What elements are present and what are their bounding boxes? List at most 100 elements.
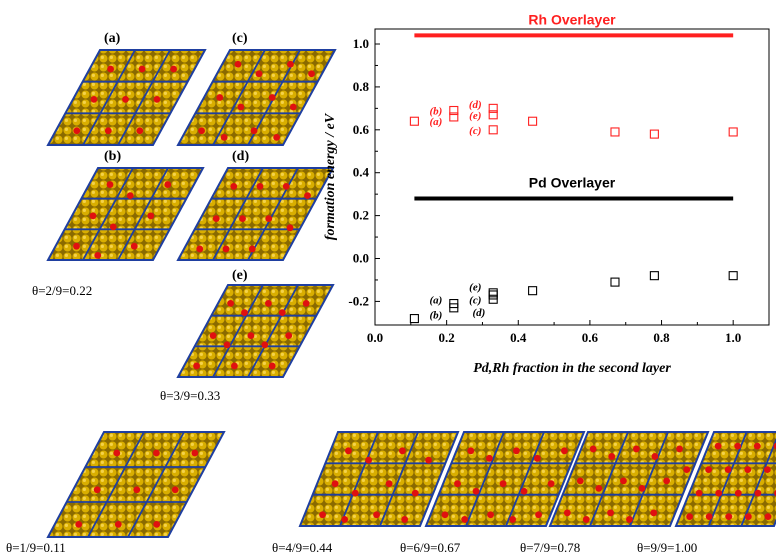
point-annotation: (a) [429, 116, 442, 128]
cell-boundary [127, 431, 185, 538]
cell-boundary [117, 167, 169, 261]
dopant-atom [626, 516, 633, 523]
y-tick-label: 1.0 [353, 36, 369, 51]
rh-point [488, 110, 498, 120]
dopant-atom [547, 480, 555, 488]
rh-point [488, 125, 498, 135]
pd-point [409, 314, 419, 324]
dopant-atom [576, 477, 584, 485]
dopant-atom [509, 516, 517, 523]
panel-label-d: (d) [232, 149, 249, 164]
y-tick-label: 0.0 [353, 251, 369, 266]
dopant-atom [265, 300, 272, 307]
dopant-atom [216, 94, 224, 101]
dopant-atom [265, 215, 273, 223]
dopant-atom [136, 127, 144, 135]
dopant-atom [113, 449, 121, 457]
y-axis: -0.2 0.0 0.2 0.4 0.6 0.8 1.0 [348, 36, 380, 308]
x-axis-title: Pd,Rh fraction in the second layer [473, 361, 671, 376]
dopant-atom [261, 341, 269, 349]
dopant-atom [212, 215, 220, 223]
dopant-atom [472, 487, 480, 495]
cell-boundary [87, 431, 145, 538]
dopant-atom [608, 453, 616, 460]
theta-label-9-9: θ=9/9=1.00 [637, 540, 697, 554]
cell-boundary [740, 437, 776, 527]
dopant-atom [595, 485, 603, 492]
dopant-atom [104, 127, 112, 135]
dopant-atom [582, 516, 590, 523]
slab-a [46, 49, 207, 146]
dopant-atom [411, 489, 419, 497]
dopant-atom [715, 489, 723, 497]
point-annotation: (a) [429, 294, 442, 306]
dopant-atom [273, 134, 281, 141]
slab-d [176, 167, 335, 261]
dopant-atom [304, 192, 311, 200]
dopant-atom [241, 309, 248, 316]
panel-label-a: (a) [104, 31, 121, 46]
dopant-atom [345, 447, 352, 455]
dopant-atom [725, 513, 733, 520]
rh-point [449, 105, 459, 116]
dopant-atom [126, 192, 134, 200]
slab-theta-7-9 [548, 431, 710, 527]
dopant-atom [638, 485, 646, 492]
point-annotation: (d) [469, 99, 482, 111]
dopant-atom [153, 449, 160, 457]
dopant-atom [133, 486, 141, 494]
dopant-atom [487, 511, 494, 519]
dopant-atom [461, 516, 469, 523]
dopant-atom [341, 516, 349, 523]
x-tick-label: 0.0 [367, 330, 383, 345]
dopant-atom [499, 480, 507, 488]
dopant-atom [171, 486, 179, 494]
point-annotation: (c) [469, 125, 481, 137]
slab-b [46, 167, 205, 261]
dopant-atom [764, 513, 772, 520]
dopant-atom [198, 127, 205, 135]
dopant-atom [319, 511, 326, 519]
dopant-atom [93, 486, 101, 494]
dopant-atom [222, 245, 230, 253]
x-tick-label: 0.6 [582, 330, 599, 345]
dopant-atom [373, 511, 380, 519]
dopant-atom [724, 466, 732, 473]
dopant-atom [286, 224, 294, 232]
point-annotation: (c) [469, 294, 481, 306]
x-tick-label: 0.4 [510, 330, 527, 345]
dopant-atom [632, 445, 640, 453]
dopant-atom [563, 509, 571, 517]
dopant-atom [401, 516, 409, 523]
cell-boundary [117, 49, 171, 146]
pd-point [488, 288, 498, 298]
dopant-atom [561, 447, 568, 455]
dopant-atom [247, 332, 255, 339]
dopant-atom [94, 252, 102, 259]
dopant-atom [289, 103, 297, 111]
point-annotation: (e) [469, 281, 481, 293]
dopant-atom [705, 513, 713, 520]
dopant-atom [73, 127, 81, 135]
slab-theta-4-9 [298, 431, 460, 527]
dopant-atom [191, 449, 199, 457]
dopant-atom [302, 300, 310, 307]
dopant-atom [89, 212, 97, 220]
x-axis: 0.0 0.2 0.4 0.6 0.8 1.0 [367, 320, 770, 345]
dopant-atom [106, 181, 114, 188]
dopant-atom [734, 489, 742, 497]
dopant-atom [248, 245, 256, 253]
dopant-atom [744, 466, 752, 473]
y-tick-label: 0.4 [353, 165, 370, 180]
slab-theta-6-9 [424, 431, 586, 527]
dopant-atom [331, 480, 339, 488]
pd-point [728, 271, 738, 281]
dopant-atom [714, 442, 722, 450]
dopant-atom [122, 96, 129, 103]
dopant-atom [399, 447, 406, 455]
dopant-atom [734, 442, 742, 450]
dopant-atom [365, 456, 372, 464]
pd-point [449, 299, 459, 309]
cell-boundary [82, 49, 136, 146]
